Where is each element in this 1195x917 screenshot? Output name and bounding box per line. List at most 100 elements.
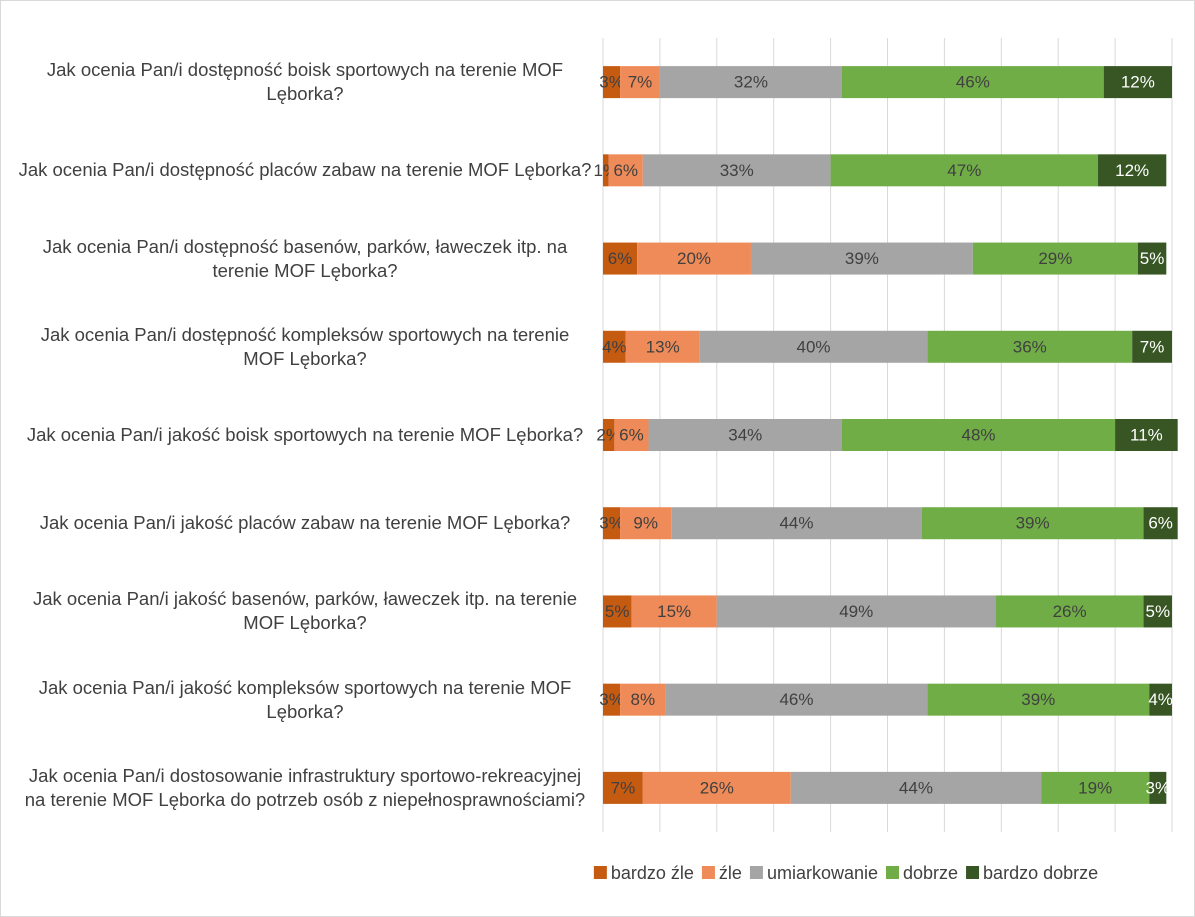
bar-segment bbox=[1103, 66, 1172, 99]
data-label: 32% bbox=[734, 73, 768, 92]
bar-segment bbox=[603, 419, 615, 451]
bar-segment bbox=[603, 507, 621, 540]
bar-segment bbox=[608, 154, 643, 187]
data-label: 47% bbox=[947, 161, 981, 180]
bar-segment bbox=[830, 154, 1099, 187]
data-label: 46% bbox=[779, 690, 813, 709]
bar-segment bbox=[921, 507, 1144, 540]
category-label: Jak ocenia Pan/i jakość kompleksów sport… bbox=[38, 676, 572, 722]
legend-swatch bbox=[701, 866, 715, 879]
data-label: 48% bbox=[962, 425, 996, 444]
data-label: 7% bbox=[611, 778, 636, 797]
bar-segment bbox=[1098, 154, 1167, 187]
bar-segment bbox=[665, 683, 928, 716]
bar-segment bbox=[642, 154, 831, 187]
legend-swatch bbox=[593, 866, 607, 879]
data-label: 44% bbox=[899, 778, 933, 797]
legend-swatch bbox=[749, 866, 763, 879]
bar-segment bbox=[620, 507, 672, 540]
data-label: 12% bbox=[1115, 161, 1149, 180]
bar-segment bbox=[648, 419, 842, 451]
data-label: 13% bbox=[646, 337, 680, 356]
category-label: Jak ocenia Pan/i dostępność kompleksów s… bbox=[40, 323, 570, 369]
bar-segment bbox=[603, 66, 621, 99]
data-label: 11% bbox=[1130, 425, 1163, 444]
data-label: 3% bbox=[599, 690, 624, 709]
category-label: Jak ocenia Pan/i jakość basenów, parków,… bbox=[32, 588, 577, 634]
data-label: 5% bbox=[1140, 249, 1165, 268]
data-label: 26% bbox=[700, 778, 734, 797]
bar-segment bbox=[603, 330, 626, 363]
bar-segment bbox=[995, 595, 1144, 628]
legend-label: źle bbox=[719, 863, 742, 883]
bar-segment bbox=[841, 66, 1104, 99]
category-label: Jak ocenia Pan/i jakość boisk sportowych… bbox=[26, 424, 584, 445]
category-label: Jak ocenia Pan/i jakość placów zabaw na … bbox=[39, 512, 571, 534]
bar-segment bbox=[927, 330, 1133, 363]
data-label: 34% bbox=[728, 425, 762, 444]
bar-segment bbox=[1041, 771, 1150, 804]
bar-segment bbox=[620, 683, 666, 716]
data-label: 19% bbox=[1078, 778, 1112, 797]
bar-segment bbox=[603, 242, 638, 275]
bar-segment bbox=[671, 507, 922, 540]
legend-swatch bbox=[966, 866, 980, 879]
data-label: 3% bbox=[1145, 778, 1170, 797]
data-label: 46% bbox=[956, 73, 990, 92]
bar-segment bbox=[603, 771, 643, 804]
data-label: 6% bbox=[608, 249, 633, 268]
category-label: Jak ocenia Pan/i dostępność basenów, par… bbox=[42, 235, 568, 281]
data-label: 15% bbox=[657, 602, 691, 621]
legend-label: umiarkowanie bbox=[767, 863, 878, 883]
data-label: 33% bbox=[720, 161, 754, 180]
bar-segment bbox=[1149, 683, 1172, 716]
bar-segment bbox=[1143, 507, 1178, 540]
bar-segment bbox=[1137, 242, 1167, 275]
data-label: 3% bbox=[599, 73, 624, 92]
legend-label: bardzo źle bbox=[611, 863, 694, 883]
bar-segment bbox=[716, 595, 996, 628]
data-label: 49% bbox=[839, 602, 873, 621]
bar-segment bbox=[642, 771, 791, 804]
category-label: Jak ocenia Pan/i dostępność placów zabaw… bbox=[18, 159, 592, 181]
bar-segment bbox=[620, 66, 660, 99]
bar-segment bbox=[699, 330, 928, 363]
data-label: 40% bbox=[797, 337, 831, 356]
bar-segment bbox=[1143, 595, 1172, 628]
data-label: 26% bbox=[1053, 602, 1087, 621]
bar-segment bbox=[603, 595, 632, 628]
data-label: 44% bbox=[779, 514, 813, 533]
data-label: 20% bbox=[677, 249, 711, 268]
bar-segment bbox=[927, 683, 1150, 716]
bar-segment bbox=[1149, 771, 1167, 804]
bar-segment bbox=[625, 330, 700, 363]
data-label: 39% bbox=[845, 249, 879, 268]
bar-segment bbox=[637, 242, 751, 275]
data-label: 7% bbox=[1140, 337, 1165, 356]
data-label: 8% bbox=[631, 690, 656, 709]
bar-segment bbox=[614, 419, 649, 451]
bar-segment bbox=[1132, 330, 1172, 363]
data-label: 36% bbox=[1013, 337, 1047, 356]
data-label: 39% bbox=[1021, 690, 1055, 709]
bar-segment bbox=[603, 683, 621, 716]
legend-label: dobrze bbox=[903, 863, 958, 883]
bar-segment bbox=[972, 242, 1138, 275]
data-label: 6% bbox=[613, 161, 638, 180]
data-label: 6% bbox=[1148, 514, 1173, 533]
data-label: 5% bbox=[1145, 602, 1170, 621]
data-label: 7% bbox=[628, 73, 653, 92]
data-label: 39% bbox=[1016, 514, 1050, 533]
bar-segment bbox=[1115, 419, 1178, 451]
category-label: Jak ocenia Pan/i dostępność boisk sporto… bbox=[46, 59, 564, 105]
bar-segment bbox=[841, 419, 1116, 451]
legend-label: bardzo dobrze bbox=[983, 863, 1098, 883]
data-label: 4% bbox=[1148, 690, 1173, 709]
bar-segment bbox=[603, 154, 609, 187]
data-label: 4% bbox=[602, 337, 627, 356]
data-label: 29% bbox=[1038, 249, 1072, 268]
legend-swatch bbox=[886, 866, 900, 879]
data-label: 5% bbox=[605, 602, 630, 621]
